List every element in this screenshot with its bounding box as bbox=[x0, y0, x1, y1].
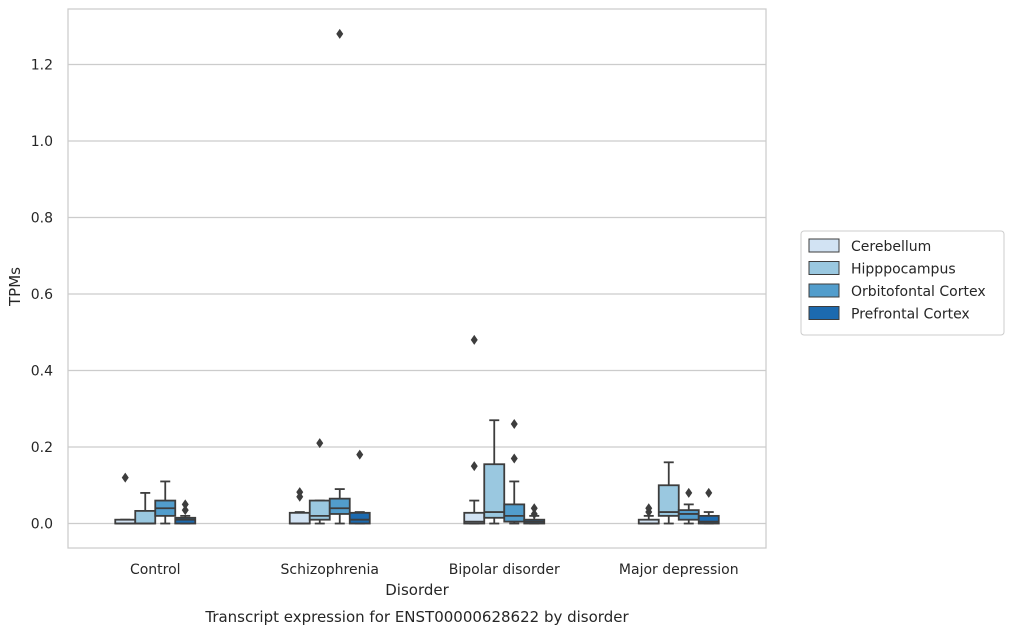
box-3-3 bbox=[697, 487, 720, 525]
grid-lines bbox=[68, 63, 766, 525]
boxplots bbox=[114, 28, 720, 525]
box-1-1 bbox=[308, 438, 331, 525]
y-axis-label: TPMs bbox=[6, 267, 24, 307]
y-tick-label: 0.2 bbox=[31, 440, 53, 456]
y-ticks: 0.0 0.2 0.4 0.6 0.8 1.0 1.2 bbox=[31, 57, 53, 532]
box-body bbox=[288, 511, 311, 525]
y-tick-label: 1.0 bbox=[31, 134, 53, 150]
box-3-1 bbox=[657, 461, 680, 525]
y-tick-label: 0.6 bbox=[31, 287, 53, 303]
legend-label: Hipppocampus bbox=[851, 262, 956, 278]
outlier-point bbox=[316, 438, 324, 449]
outlier-point bbox=[510, 419, 518, 430]
outlier-point bbox=[685, 487, 693, 498]
legend-swatch bbox=[808, 283, 840, 298]
box-0-2 bbox=[154, 480, 177, 525]
x-tick-label: Major depression bbox=[619, 562, 739, 578]
box-body bbox=[697, 514, 720, 525]
box-3-0 bbox=[637, 503, 660, 525]
legend-label: Cerebellum bbox=[851, 239, 931, 255]
box-0-0 bbox=[114, 472, 137, 525]
box-1-2 bbox=[328, 28, 351, 525]
y-tick-label: 0.8 bbox=[31, 210, 53, 226]
outlier-point bbox=[530, 503, 538, 514]
legend: Cerebellum Hipppocampus Orbitofontal Corte… bbox=[800, 230, 1005, 336]
legend-label: Prefrontal Cortex bbox=[851, 307, 970, 323]
box-1-3 bbox=[348, 449, 371, 525]
outlier-point bbox=[181, 505, 189, 516]
y-tick-label: 0.4 bbox=[31, 364, 53, 380]
legend-frame bbox=[800, 230, 1005, 336]
box-body bbox=[483, 463, 506, 519]
y-tick-label: 0.0 bbox=[31, 517, 53, 533]
box-body bbox=[503, 503, 526, 523]
box-body bbox=[348, 511, 371, 525]
x-tick-label: Control bbox=[130, 562, 181, 578]
outlier-point bbox=[181, 499, 189, 510]
box-2-3 bbox=[523, 503, 546, 525]
box-0-1 bbox=[134, 492, 157, 525]
outlier-point bbox=[336, 28, 344, 39]
y-tick-label: 1.2 bbox=[31, 57, 53, 73]
box-3-2 bbox=[677, 487, 700, 525]
outlier-point bbox=[530, 508, 538, 519]
x-tick-label: Bipolar disorder bbox=[449, 562, 560, 578]
outlier-point bbox=[705, 487, 713, 498]
outlier-point bbox=[510, 453, 518, 464]
chart-caption: Transcript expression for ENST0000062862… bbox=[204, 608, 629, 626]
box-body bbox=[174, 516, 197, 525]
plot-frame bbox=[67, 8, 767, 549]
x-ticks: Control Schizophrenia Bipolar disorder Majo… bbox=[130, 562, 739, 578]
box-2-2 bbox=[503, 419, 526, 525]
outlier-point bbox=[121, 472, 129, 483]
box-0-3 bbox=[174, 499, 197, 525]
outlier-point bbox=[296, 487, 304, 498]
legend-swatch bbox=[808, 238, 840, 253]
legend-swatch bbox=[808, 261, 840, 275]
box-1-0 bbox=[288, 487, 311, 525]
outlier-point bbox=[470, 334, 478, 345]
legend-swatch bbox=[808, 306, 840, 320]
x-axis-label: Disorder bbox=[385, 581, 449, 599]
outlier-point bbox=[356, 449, 364, 460]
box-body bbox=[677, 509, 700, 521]
x-tick-label: Schizophrenia bbox=[281, 562, 379, 578]
box-body bbox=[328, 497, 351, 515]
legend-items: Cerebellum Hipppocampus Orbitofontal Corte… bbox=[808, 238, 986, 323]
box-body bbox=[134, 509, 157, 525]
legend-label: Orbitofontal Cortex bbox=[851, 284, 986, 300]
outlier-point bbox=[470, 461, 478, 472]
box-2-0 bbox=[463, 334, 486, 525]
box-body bbox=[308, 499, 331, 521]
box-body bbox=[657, 484, 680, 517]
box-2-1 bbox=[483, 419, 506, 525]
outlier-point bbox=[645, 503, 653, 514]
